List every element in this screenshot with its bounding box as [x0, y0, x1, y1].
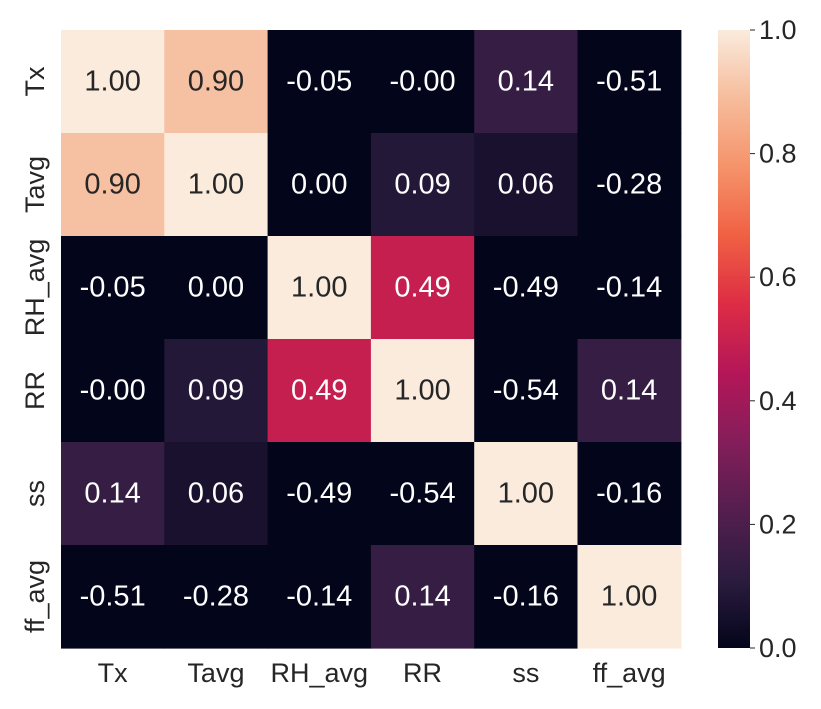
heatmap-cells [61, 30, 682, 649]
cell-value-label: 1.00 [394, 375, 450, 407]
cell-value-label: -0.54 [389, 478, 455, 510]
colorbar-tick-label: 0.4 [759, 386, 797, 416]
y-axis-tick-labels: Tx Tavg RH_avg RR ss ff_avg [20, 66, 50, 633]
heatmap-cell [370, 442, 475, 546]
heatmap-cell [474, 133, 579, 237]
colorbar-tick-label: 1.0 [759, 15, 797, 45]
cell-value-label: 1.00 [498, 478, 554, 510]
cell-value-label: -0.51 [80, 581, 146, 613]
heatmap-cell [267, 30, 372, 134]
heatmap-cell [164, 545, 269, 649]
cell-value-label: -0.14 [286, 581, 352, 613]
cell-value-label: -0.49 [493, 272, 559, 304]
cell-value-label: 0.09 [394, 169, 450, 201]
cell-value-label: 1.00 [601, 581, 657, 613]
cell-value-label: 0.49 [394, 272, 450, 304]
cell-value-label: -0.16 [493, 581, 559, 613]
heatmap-cell-labels: 1.00 0.90 -0.05 -0.00 0.14 -0.51 0.90 1.00 0.00 0… [80, 66, 663, 613]
heatmap-cell [267, 442, 372, 546]
cell-value-label: -0.16 [596, 478, 662, 510]
heatmap-cell [267, 133, 372, 237]
cell-value-label: 0.14 [394, 581, 450, 613]
cell-value-label: -0.49 [286, 478, 352, 510]
colorbar-tick-label: 0.0 [759, 633, 797, 663]
colorbar [718, 30, 750, 648]
cell-value-label: 0.14 [498, 66, 554, 98]
heatmap-cell [164, 236, 269, 340]
cell-value-label: 0.14 [601, 375, 657, 407]
cell-value-label: 0.09 [188, 375, 244, 407]
cell-value-label: 0.90 [84, 169, 140, 201]
heatmap-cell [577, 236, 682, 340]
heatmap-cell [61, 236, 165, 340]
cell-value-label: -0.05 [80, 272, 146, 304]
x-tick-label: ss [512, 658, 539, 688]
x-tick-label: RR [403, 658, 442, 688]
cell-value-label: -0.14 [596, 272, 662, 304]
heatmap-cell [61, 545, 165, 649]
colorbar-tick-labels: 0.0 0.2 0.4 0.6 0.8 1.0 [750, 15, 797, 663]
cell-value-label: 0.06 [498, 169, 554, 201]
heatmap-cell [577, 442, 682, 546]
x-tick-label: RH_avg [270, 658, 368, 688]
heatmap-cell [577, 339, 682, 443]
y-tick-label: ss [20, 480, 50, 507]
heatmap-cell [61, 442, 165, 546]
heatmap-cell [474, 236, 579, 340]
x-axis-tick-labels: Tx Tavg RH_avg RR ss ff_avg [98, 658, 666, 688]
heatmap-cell [474, 442, 579, 546]
x-tick-label: ff_avg [593, 658, 666, 688]
cell-value-label: -0.00 [80, 375, 146, 407]
heatmap-cell [577, 30, 682, 134]
cell-value-label: -0.28 [183, 581, 249, 613]
cell-value-label: 0.00 [188, 272, 244, 304]
heatmap-cell [164, 30, 269, 134]
cell-value-label: 0.14 [84, 478, 140, 510]
heatmap-cell [164, 339, 269, 443]
heatmap-cell [61, 339, 165, 443]
x-tick-label: Tavg [187, 658, 244, 688]
heatmap-cell [370, 30, 475, 134]
colorbar-tick-label: 0.2 [759, 509, 797, 539]
cell-value-label: 1.00 [84, 66, 140, 98]
heatmap-cell [370, 236, 475, 340]
cell-value-label: -0.51 [596, 66, 662, 98]
heatmap-cell [61, 30, 165, 134]
heatmap-cell [474, 339, 579, 443]
cell-value-label: 0.90 [188, 66, 244, 98]
heatmap-cell [474, 30, 579, 134]
heatmap-cell [61, 133, 165, 237]
heatmap-cell [577, 133, 682, 237]
cell-value-label: -0.54 [493, 375, 559, 407]
heatmap-cell [267, 545, 372, 649]
y-tick-label: RH_avg [20, 239, 50, 337]
cell-value-label: 0.00 [291, 169, 347, 201]
y-tick-label: Tavg [20, 156, 50, 213]
heatmap-cell [577, 545, 682, 649]
cell-value-label: 0.49 [291, 375, 347, 407]
heatmap-cell [370, 133, 475, 237]
cell-value-label: 0.06 [188, 478, 244, 510]
heatmap-cell [267, 339, 372, 443]
y-tick-label: ff_avg [20, 560, 50, 633]
heatmap-cell [370, 339, 475, 443]
y-tick-label: Tx [20, 66, 50, 96]
heatmap-cell [370, 545, 475, 649]
cell-value-label: -0.00 [389, 66, 455, 98]
y-tick-label: RR [20, 371, 50, 410]
x-tick-label: Tx [98, 658, 128, 688]
heatmap-cell [164, 442, 269, 546]
colorbar-tick-label: 0.8 [759, 139, 797, 169]
cell-value-label: -0.28 [596, 169, 662, 201]
cell-value-label: 1.00 [188, 169, 244, 201]
heatmap-cell [474, 545, 579, 649]
heatmap-cell [164, 133, 269, 237]
colorbar-tick-label: 0.6 [759, 262, 797, 292]
cell-value-label: -0.05 [286, 66, 352, 98]
cell-value-label: 1.00 [291, 272, 347, 304]
heatmap-cell [267, 236, 372, 340]
